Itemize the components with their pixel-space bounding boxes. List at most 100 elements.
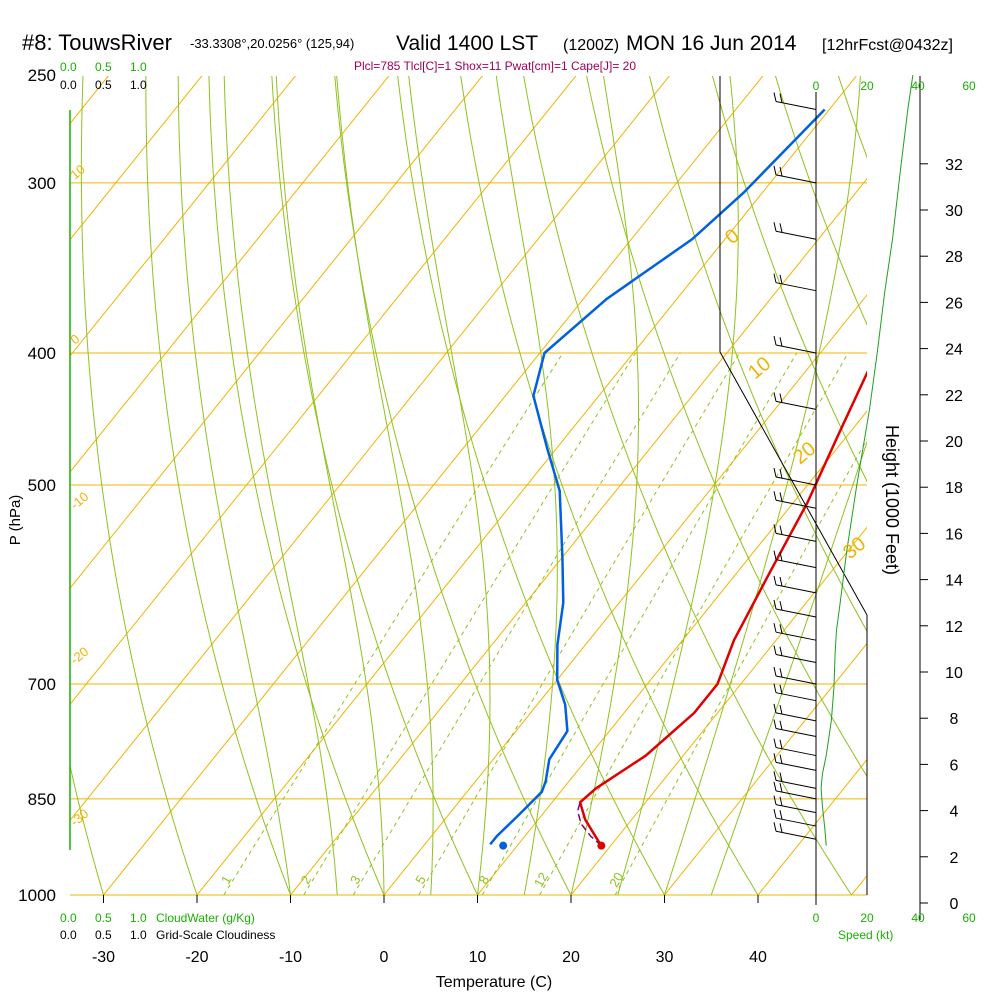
- wind-barb-flag: [773, 703, 777, 713]
- wind-barb-shaft: [775, 499, 817, 509]
- mixing-ratio-line: [418, 352, 740, 896]
- valid-time: Valid 1400 LST: [396, 32, 538, 55]
- wind-barb-shaft: [775, 631, 817, 641]
- wind-barb-shaft: [775, 344, 817, 354]
- wind-barb: [773, 795, 817, 814]
- mixing-ratio-label: 8: [476, 873, 493, 887]
- cloudwater-label: CloudWater (g/Kg): [156, 911, 255, 925]
- isotherm-label: -10: [67, 489, 91, 513]
- isotherm-label: 0: [721, 225, 744, 249]
- moist-adiabat: [408, 76, 491, 896]
- height-tick-label: 16: [945, 526, 963, 543]
- wind-barb: [773, 683, 817, 702]
- height-tick-label: 18: [945, 480, 963, 497]
- height-tick-label: 12: [945, 619, 963, 636]
- isotherm-label: -30: [67, 806, 91, 830]
- height-tick-label: 20: [945, 434, 963, 451]
- cloudwater-tick-bottom: 0.0: [60, 911, 77, 925]
- wind-barb-shaft: [775, 675, 817, 685]
- x-tick-label: 30: [656, 949, 674, 966]
- dry-adiabat: [711, 76, 867, 483]
- wind-barb-flag: [773, 753, 777, 763]
- height-tick-label: 8: [950, 711, 959, 728]
- pressure-tick-label: 500: [28, 476, 56, 495]
- wind-barb-flag: [773, 808, 777, 819]
- wind-barb: [773, 92, 817, 110]
- mixing-ratio-label: 20: [606, 870, 626, 890]
- wind-barb-flag: [773, 524, 777, 534]
- wind-barb-flag: [779, 704, 783, 715]
- wind-barb-flag: [779, 601, 783, 611]
- wind-barb-shaft: [775, 747, 817, 757]
- dry-adiabat: [70, 763, 104, 896]
- speed-tick-bottom: 20: [860, 911, 874, 925]
- wind-barb-shaft: [775, 476, 817, 486]
- wind-barb: [773, 645, 817, 664]
- wind-barb: [773, 335, 817, 354]
- moist-adiabat: [275, 76, 385, 895]
- cloudwater-tick-top: 1.0: [130, 60, 147, 74]
- wind-barb: [773, 808, 817, 827]
- cloudiness-tick-bottom: 0.0: [60, 928, 77, 942]
- isotherm-label: 10: [744, 353, 775, 384]
- wind-barb-flag: [779, 576, 783, 587]
- wind-barb-flag: [779, 492, 783, 502]
- wind-barb-flag: [779, 668, 783, 678]
- pressure-tick-label: 250: [28, 66, 56, 85]
- dry-adiabat: [208, 76, 385, 896]
- wind-barb-flag: [779, 393, 783, 403]
- forecast-tag: [12hrFcst@0432z]: [822, 37, 953, 54]
- height-tick-label: 28: [945, 249, 963, 266]
- mixing-ratio-line: [539, 352, 849, 896]
- dry-adiabat: [460, 76, 759, 896]
- cloudwater-tick-top: 0.5: [95, 60, 112, 74]
- isotherm-line: [290, 178, 867, 896]
- wind-barb-shaft: [775, 692, 817, 702]
- wind-barb-shaft: [775, 100, 817, 110]
- wind-barb-flag: [773, 738, 777, 748]
- pressure-tick-label: 300: [28, 174, 56, 193]
- wind-barb: [773, 392, 817, 410]
- height-tick-label: 6: [950, 757, 959, 774]
- dry-adiabat: [964, 75, 1000, 895]
- speed-tick-bottom: 40: [911, 911, 925, 925]
- isotherm-line: [70, 76, 296, 357]
- moist-adiabat: [664, 76, 861, 896]
- dry-adiabat: [774, 76, 867, 326]
- wind-barb-flag: [773, 92, 777, 102]
- wind-barb-shaft: [775, 584, 817, 594]
- speed-tick-bottom: 0: [813, 911, 820, 925]
- moist-adiabat: [570, 76, 639, 896]
- wind-barb-flag: [779, 551, 783, 561]
- height-boundary-line: [719, 351, 868, 616]
- wind-barb-flag: [773, 666, 777, 677]
- wind-barb-flag: [779, 223, 783, 233]
- dry-adiabat: [523, 76, 852, 896]
- wind-barb-shaft: [775, 532, 817, 542]
- dry-adiabat: [80, 76, 198, 896]
- cloudiness-tick-bottom: 0.5: [95, 928, 112, 942]
- x-tick-label: 20: [562, 949, 580, 966]
- isotherm-line: [0, 75, 16, 895]
- stability-indices: Plcl=785 Tlcl[C]=1 Shox=11 Pwat[cm]=1 Ca…: [354, 59, 636, 73]
- wind-barb-flag: [779, 823, 783, 833]
- height-tick-label: 24: [945, 342, 963, 359]
- wind-barb-flag: [779, 754, 783, 764]
- mixing-ratio-label: 5: [412, 873, 429, 887]
- zulu-time: (1200Z): [563, 37, 619, 54]
- isotherm-line: [477, 410, 867, 896]
- wind-barb-flag: [773, 683, 777, 693]
- wind-barb-flag: [773, 392, 777, 402]
- pressure-tick-label: 400: [28, 344, 56, 363]
- dry-adiabat: [397, 76, 665, 896]
- cloudiness-tick-top: 0.5: [95, 78, 112, 92]
- wind-barb-shaft: [775, 830, 817, 840]
- speed-tick-top: 60: [962, 79, 976, 93]
- speed-axis-label: Speed (kt): [838, 928, 893, 942]
- wind-barb: [773, 703, 817, 722]
- dry-adiabat: [271, 76, 478, 896]
- wind-barb-flag: [779, 810, 783, 820]
- cloudiness-label: Grid-Scale Cloudiness: [156, 928, 275, 942]
